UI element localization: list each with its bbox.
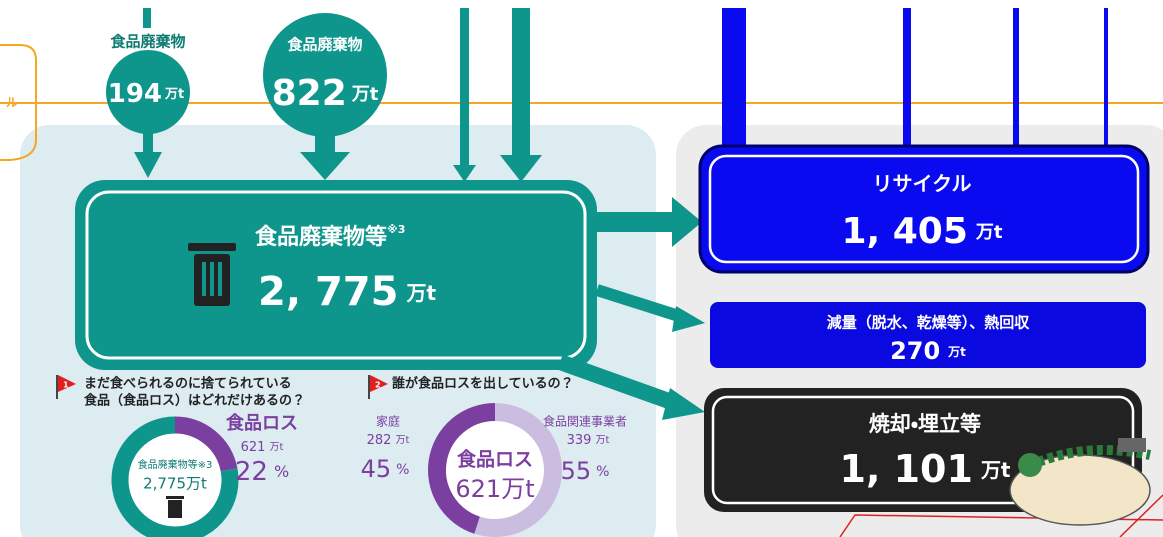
unit: 万t xyxy=(947,345,966,359)
value: 194 xyxy=(108,79,162,109)
value: 270 xyxy=(890,337,940,365)
flow xyxy=(722,8,746,158)
flow xyxy=(903,8,911,153)
question-text: まだ食べられるのに捨てられている xyxy=(84,376,292,392)
flow xyxy=(143,8,151,28)
flow xyxy=(597,212,677,232)
loss-label: 食品ロス xyxy=(226,412,298,434)
flow xyxy=(315,130,335,155)
unit: 万t xyxy=(975,222,1003,243)
unit: 万t xyxy=(164,87,184,102)
output-box xyxy=(700,146,1148,272)
flow xyxy=(512,8,530,158)
unit: 万t xyxy=(351,84,379,105)
flow xyxy=(1013,8,1019,153)
input-label: 食品廃棄物 xyxy=(287,36,362,54)
input-label: 食品廃棄物 xyxy=(110,33,185,51)
value: 22 xyxy=(235,457,268,487)
donut-center-label: 食品ロス xyxy=(457,448,533,471)
donut-center-label: 食品廃棄物等※3 xyxy=(138,458,213,471)
value: 45 xyxy=(361,455,392,483)
unit: 万t xyxy=(595,435,609,446)
question-text: 誰が食品ロスを出しているの？ xyxy=(392,376,574,392)
title: 食品廃棄物等 xyxy=(255,224,387,250)
value: 282 xyxy=(367,433,392,448)
value: 621 xyxy=(241,440,266,455)
question-text: 食品（食品ロス）はどれだけあるの？ xyxy=(84,393,305,409)
unit: 万t xyxy=(269,442,283,453)
output-label: 焼却・埋立等 xyxy=(869,412,981,436)
unit: % xyxy=(596,464,609,480)
value: 1, 101 xyxy=(840,447,973,491)
main-title: 食品廃棄物等※3 xyxy=(255,223,405,250)
value: 55 xyxy=(561,457,592,485)
edge-label: ル xyxy=(6,96,18,110)
output-label: 減量（脱水、乾燥等）、熱回収 xyxy=(827,314,1031,332)
output-label: リサイクル xyxy=(873,172,972,196)
value: 1, 405 xyxy=(841,211,967,252)
segment-name: 食品関連事業者 xyxy=(543,415,627,429)
unit: % xyxy=(396,462,409,478)
donut-center-value: 2,775万t xyxy=(143,475,207,493)
value: 2, 775 xyxy=(258,269,398,315)
flow xyxy=(460,8,469,168)
flag-number: 1 xyxy=(63,381,69,390)
value: 339 xyxy=(567,433,592,448)
unit: 万t xyxy=(405,281,436,305)
flow xyxy=(1104,8,1108,153)
value: 822 xyxy=(272,73,347,114)
unit: 万t xyxy=(395,435,409,446)
flow xyxy=(143,130,153,155)
note: ※3 xyxy=(387,223,405,236)
unit: % xyxy=(274,462,289,481)
donut-center-value: 621万t xyxy=(455,475,534,503)
unit: 万t xyxy=(980,458,1011,482)
segment-name: 家庭 xyxy=(376,415,400,429)
flag-number: 2 xyxy=(375,381,381,390)
infographic: ル 食品廃棄物 194万t 食品廃棄物 822万t 食品廃棄物等※3 2, 77… xyxy=(0,0,1163,537)
